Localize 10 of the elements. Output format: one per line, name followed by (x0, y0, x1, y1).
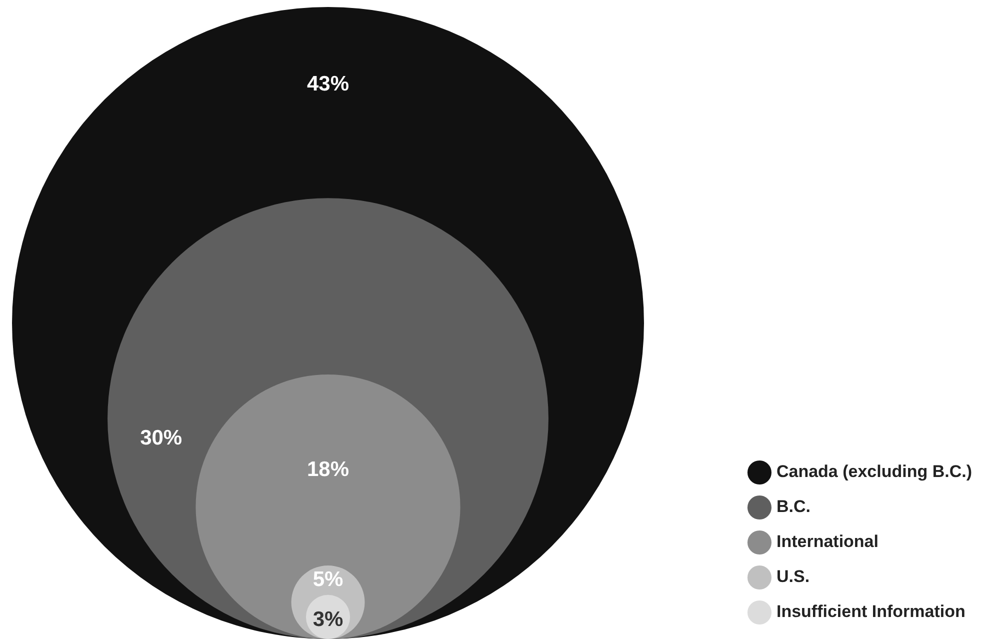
category-label: U.S. (776, 567, 810, 586)
data-label: 5% (312, 568, 344, 592)
category-label: International (776, 532, 878, 552)
data-label: 30% (140, 426, 182, 450)
data-label: 43% (306, 72, 350, 96)
category-label: Canada (excluding B.C.) (776, 462, 972, 482)
category-label: B.C. (776, 497, 810, 516)
data-label: 18% (306, 458, 350, 481)
category-label: Insufficient Information (776, 602, 966, 622)
data-label: 3% (312, 608, 344, 631)
